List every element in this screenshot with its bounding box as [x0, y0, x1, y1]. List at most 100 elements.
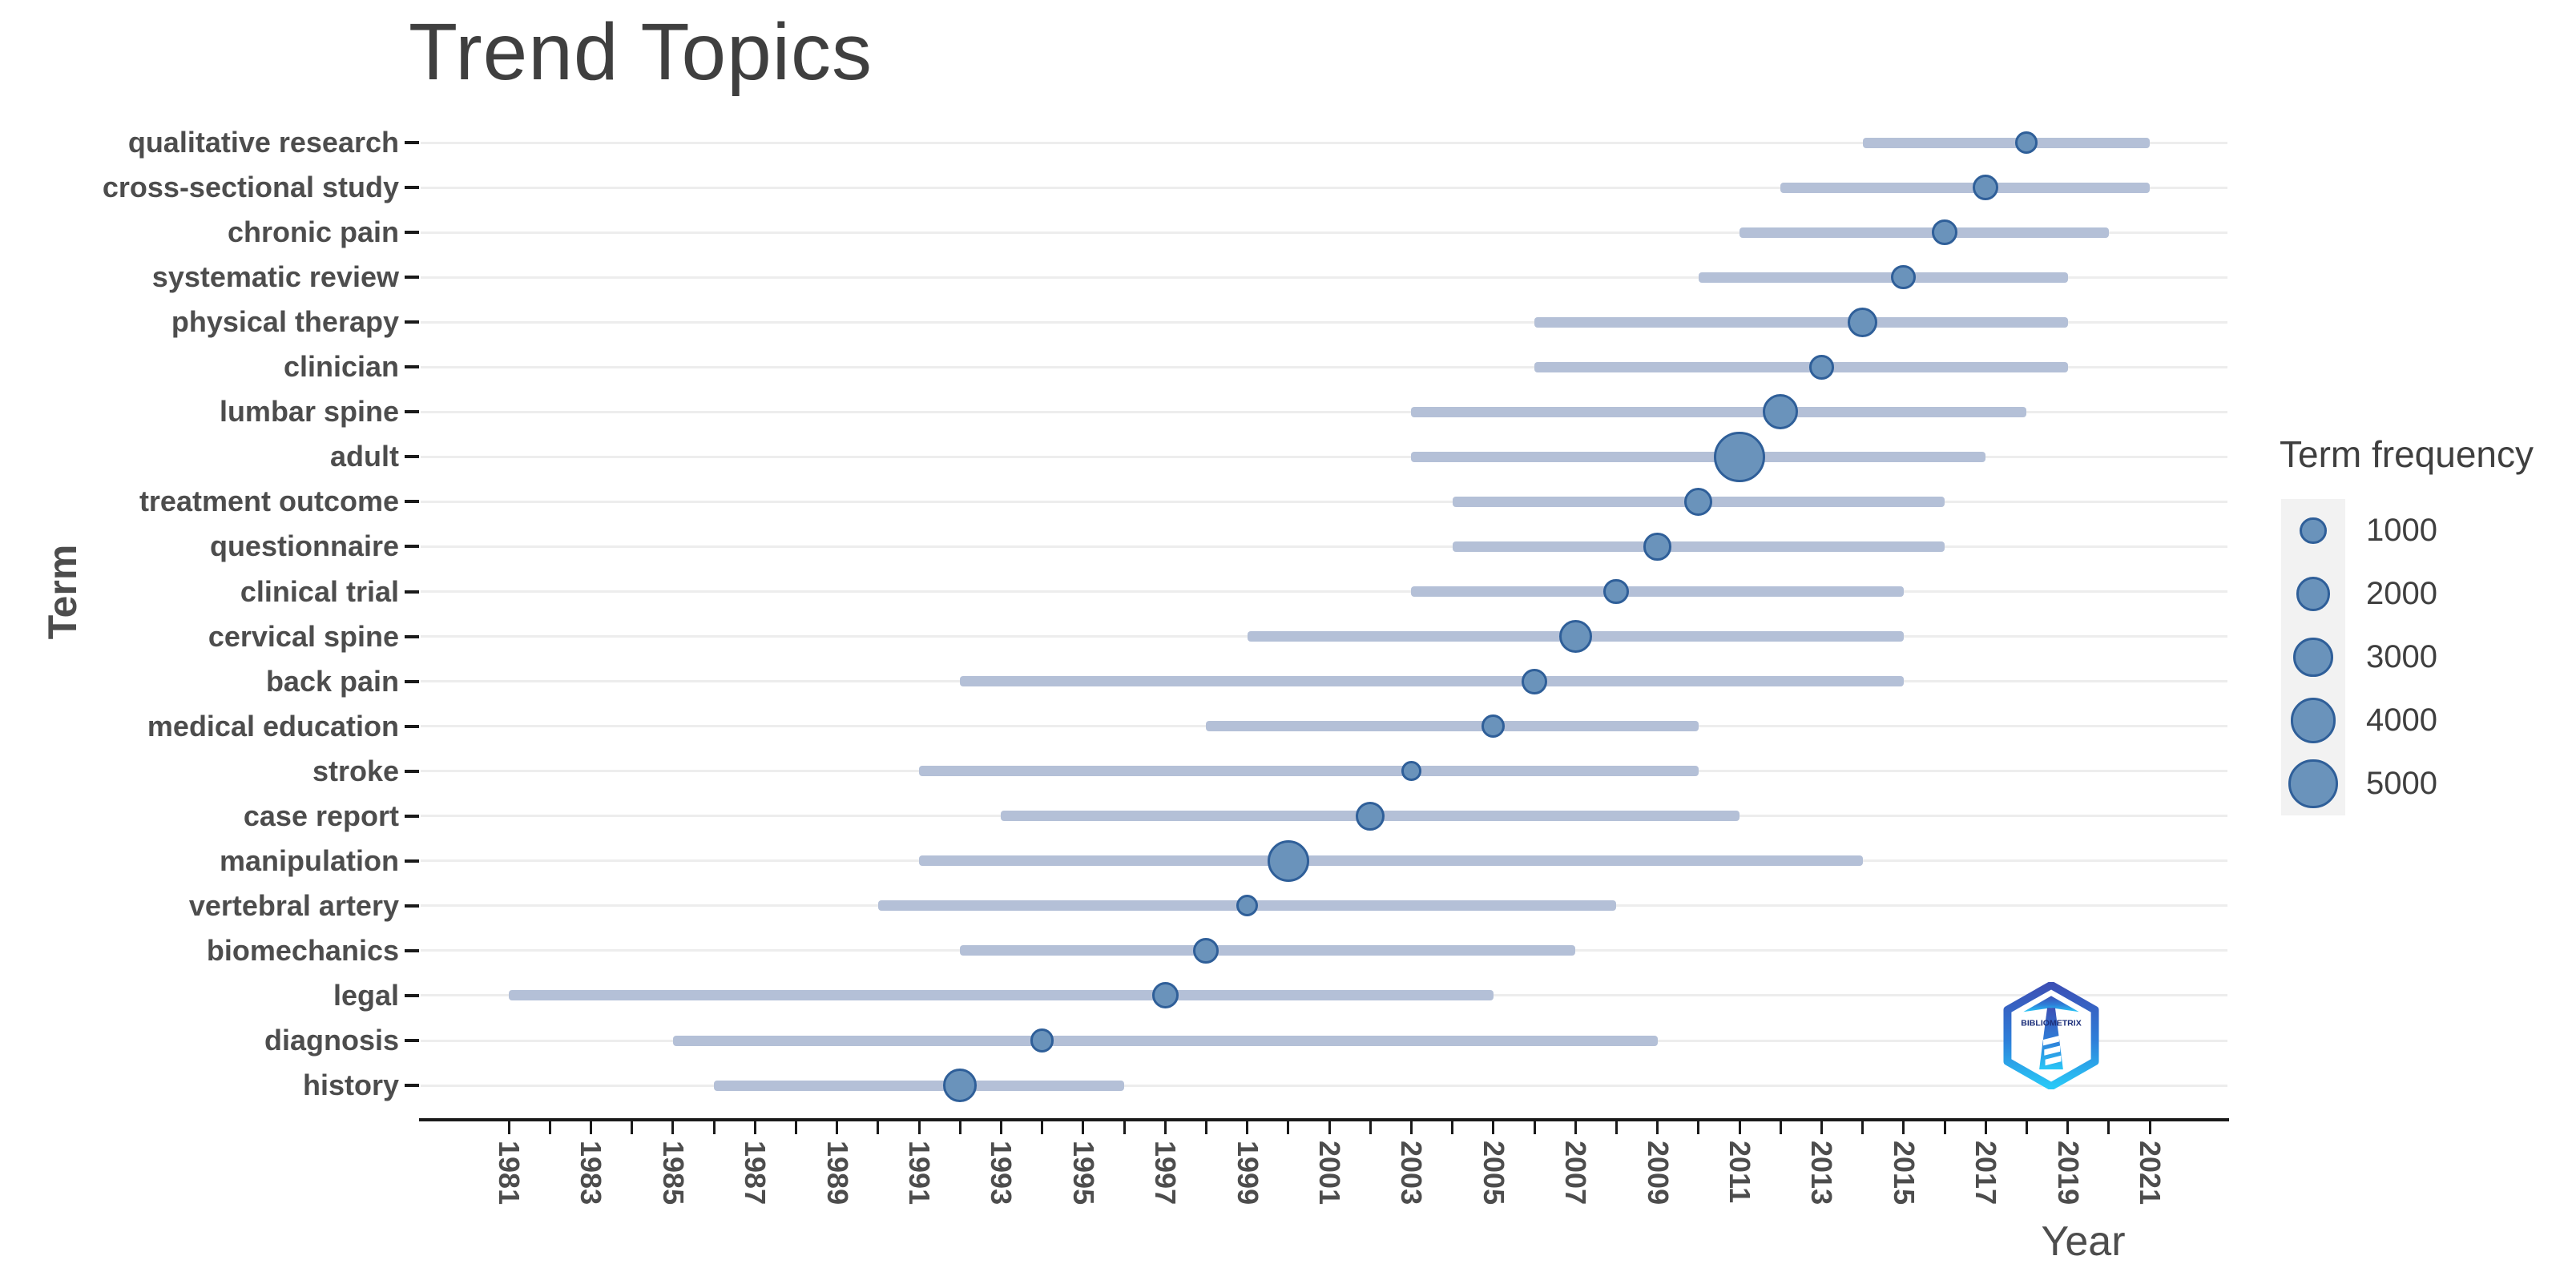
y-axis-label: physical therapy — [171, 305, 399, 339]
trend-line — [714, 1080, 1124, 1091]
x-axis-label: 1989 — [820, 1141, 854, 1205]
y-axis-label: cross-sectional study — [102, 171, 399, 204]
gridline — [421, 500, 2227, 503]
trend-line — [919, 855, 1863, 867]
x-axis-label: 1995 — [1066, 1141, 1100, 1205]
y-axis-tick — [405, 1039, 419, 1042]
y-axis-tick — [405, 993, 419, 997]
gridline — [421, 186, 2227, 189]
trend-bubble — [1030, 1028, 1054, 1053]
trend-line — [1411, 451, 1986, 462]
y-axis-label: questionnaire — [209, 529, 399, 563]
trend-bubble — [1267, 839, 1309, 882]
gridline — [421, 365, 2227, 368]
trend-line — [672, 1035, 1658, 1046]
trend-line — [1862, 137, 2150, 148]
x-axis-tick — [507, 1121, 510, 1134]
trend-bubble — [1558, 620, 1592, 654]
x-axis-tick — [631, 1121, 634, 1134]
legend-label: 5000 — [2366, 766, 2437, 801]
x-axis-tick — [1943, 1121, 1946, 1134]
x-axis-label: 2007 — [1559, 1141, 1593, 1205]
trend-line — [1411, 586, 1904, 597]
x-axis-tick — [1656, 1121, 1659, 1134]
y-axis-tick — [405, 679, 419, 683]
x-axis-tick — [1287, 1121, 1290, 1134]
legend-label: 2000 — [2366, 576, 2437, 611]
x-axis-tick — [836, 1121, 839, 1134]
y-axis-label: systematic review — [151, 260, 399, 294]
x-axis-label: 2015 — [1887, 1141, 1921, 1205]
y-axis-label: lumbar spine — [219, 395, 399, 429]
y-axis-label: medical education — [147, 709, 399, 743]
x-axis-tick — [917, 1121, 921, 1134]
y-axis-label: treatment outcome — [139, 485, 399, 518]
y-axis-tick — [405, 590, 419, 594]
gridline — [421, 590, 2227, 593]
y-axis-tick — [405, 769, 419, 773]
x-axis-tick — [1123, 1121, 1126, 1134]
y-axis-tick — [405, 320, 419, 324]
x-axis-tick — [1492, 1121, 1495, 1134]
x-axis-tick — [1246, 1121, 1249, 1134]
legend-circle — [2293, 637, 2333, 678]
trend-bubble — [1643, 533, 1671, 561]
y-axis-tick — [405, 500, 419, 504]
y-axis-label: biomechanics — [206, 933, 399, 967]
y-axis-tick — [405, 410, 419, 414]
y-axis-label: stroke — [312, 754, 399, 787]
x-axis-label: 2001 — [1313, 1141, 1346, 1205]
trend-bubble — [1763, 394, 1799, 430]
trend-line — [509, 990, 1494, 1001]
bibliometrix-logo: BIBLIOMETRIX — [2003, 982, 2099, 1089]
x-axis-tick — [1409, 1121, 1413, 1134]
logo-stripes — [2043, 1036, 2062, 1066]
x-axis-label: 1983 — [574, 1141, 608, 1205]
x-axis-line — [419, 1118, 2229, 1121]
gridline — [421, 276, 2227, 279]
trend-line — [1780, 182, 2150, 193]
x-axis-tick — [1779, 1121, 1782, 1134]
y-axis-tick — [405, 545, 419, 549]
trend-bubble — [1684, 487, 1713, 517]
trend-bubble — [1932, 219, 1957, 246]
x-axis-tick — [999, 1121, 1002, 1134]
trend-line — [1206, 721, 1699, 732]
y-axis-tick — [405, 231, 419, 235]
x-axis-tick — [548, 1121, 551, 1134]
x-axis-label: 2005 — [1477, 1141, 1510, 1205]
y-axis-label: history — [302, 1069, 399, 1102]
y-axis-label: cervical spine — [208, 619, 399, 653]
y-axis-tick — [405, 634, 419, 638]
trend-bubble — [1809, 354, 1834, 380]
y-axis-tick — [405, 724, 419, 728]
trend-bubble — [1714, 431, 1765, 482]
gridline — [421, 1084, 2227, 1087]
y-axis-label: manipulation — [220, 843, 399, 877]
x-axis-title: Year — [2041, 1218, 2126, 1265]
x-axis-label: 2011 — [1723, 1141, 1756, 1204]
trend-bubble — [1193, 937, 1219, 964]
trend-line — [1452, 541, 1945, 552]
legend-label: 4000 — [2366, 702, 2437, 738]
x-axis-tick — [671, 1121, 675, 1134]
x-axis-tick — [753, 1121, 756, 1134]
trend-bubble — [1891, 264, 1917, 290]
x-axis-label: 1981 — [493, 1141, 526, 1205]
x-axis-label: 1999 — [1231, 1141, 1264, 1205]
trend-line — [960, 676, 1904, 687]
x-axis-label: 1987 — [739, 1141, 772, 1205]
x-axis-label: 2019 — [2051, 1141, 2085, 1205]
gridline — [421, 455, 2227, 458]
y-axis-label: chronic pain — [227, 215, 399, 249]
y-axis-label: diagnosis — [264, 1024, 399, 1057]
x-axis-label: 1991 — [903, 1141, 936, 1205]
x-axis-label: 2013 — [1805, 1141, 1839, 1205]
legend-circle — [2296, 577, 2331, 611]
trend-line — [1740, 227, 2109, 238]
x-axis-tick — [1820, 1121, 1823, 1134]
x-axis-label: 2021 — [2134, 1141, 2167, 1205]
y-axis-label: legal — [333, 978, 399, 1012]
trend-line — [1698, 272, 2068, 283]
x-axis-tick — [877, 1121, 880, 1134]
